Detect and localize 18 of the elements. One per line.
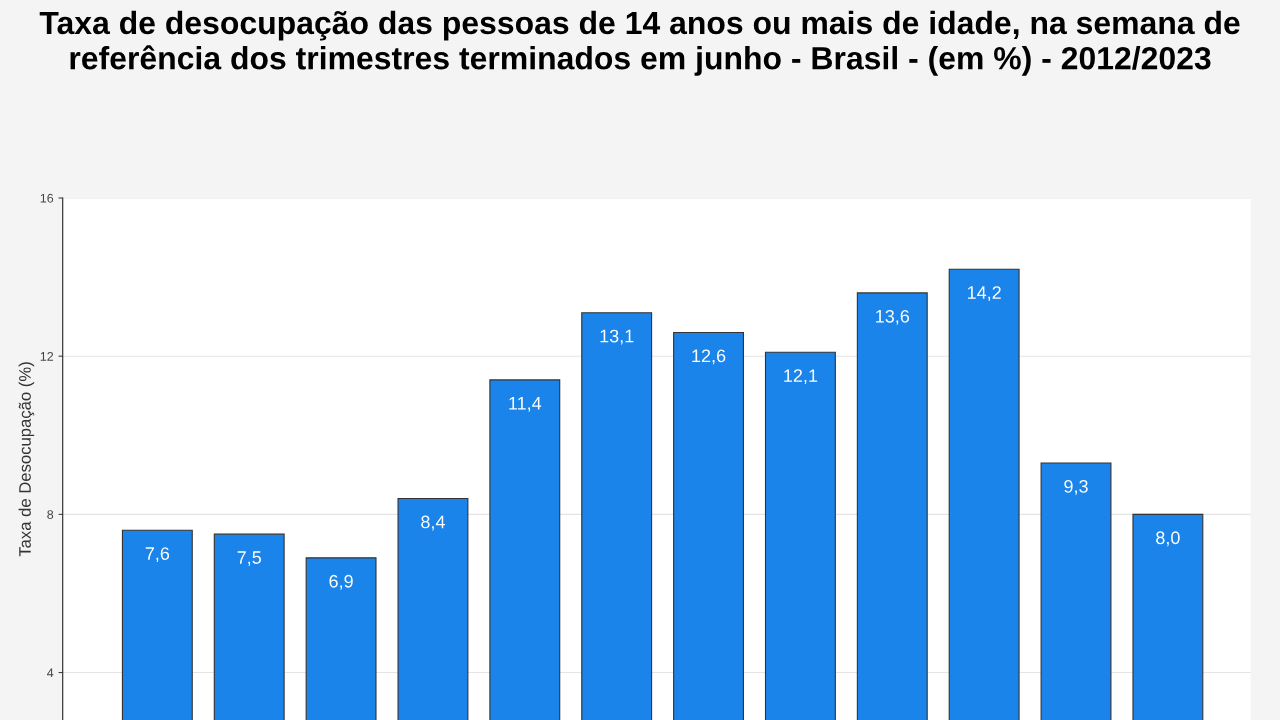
- data-label: 9,3: [1064, 479, 1088, 495]
- data-label: 8,0: [1156, 531, 1180, 547]
- data-label: 8,4: [421, 515, 445, 531]
- data-label: 14,2: [967, 286, 1001, 302]
- y-axis-title: Taxa de Desocupação (%): [18, 362, 35, 557]
- y-tick-label: 8: [47, 510, 54, 520]
- y-tick-label: 16: [40, 193, 54, 203]
- data-label: 7,5: [237, 551, 261, 567]
- chart-title: Taxa de desocupação das pessoas de 14 anos ou mais de idade, na semana de referência dos trimestres terminados em junho - Brasil - (em %) - 2012/2023: [39, 10, 1240, 76]
- data-label: 7,6: [145, 547, 170, 563]
- data-label: 12,1: [784, 369, 818, 385]
- y-tick-label: 12: [40, 351, 54, 361]
- data-label: 6,9: [329, 574, 353, 590]
- data-label: 11,4: [509, 397, 542, 412]
- data-label: 12,6: [692, 349, 726, 365]
- data-label: 13,1: [600, 329, 634, 345]
- y-tick-label: 4: [47, 668, 54, 678]
- data-label: 13,6: [876, 309, 910, 325]
